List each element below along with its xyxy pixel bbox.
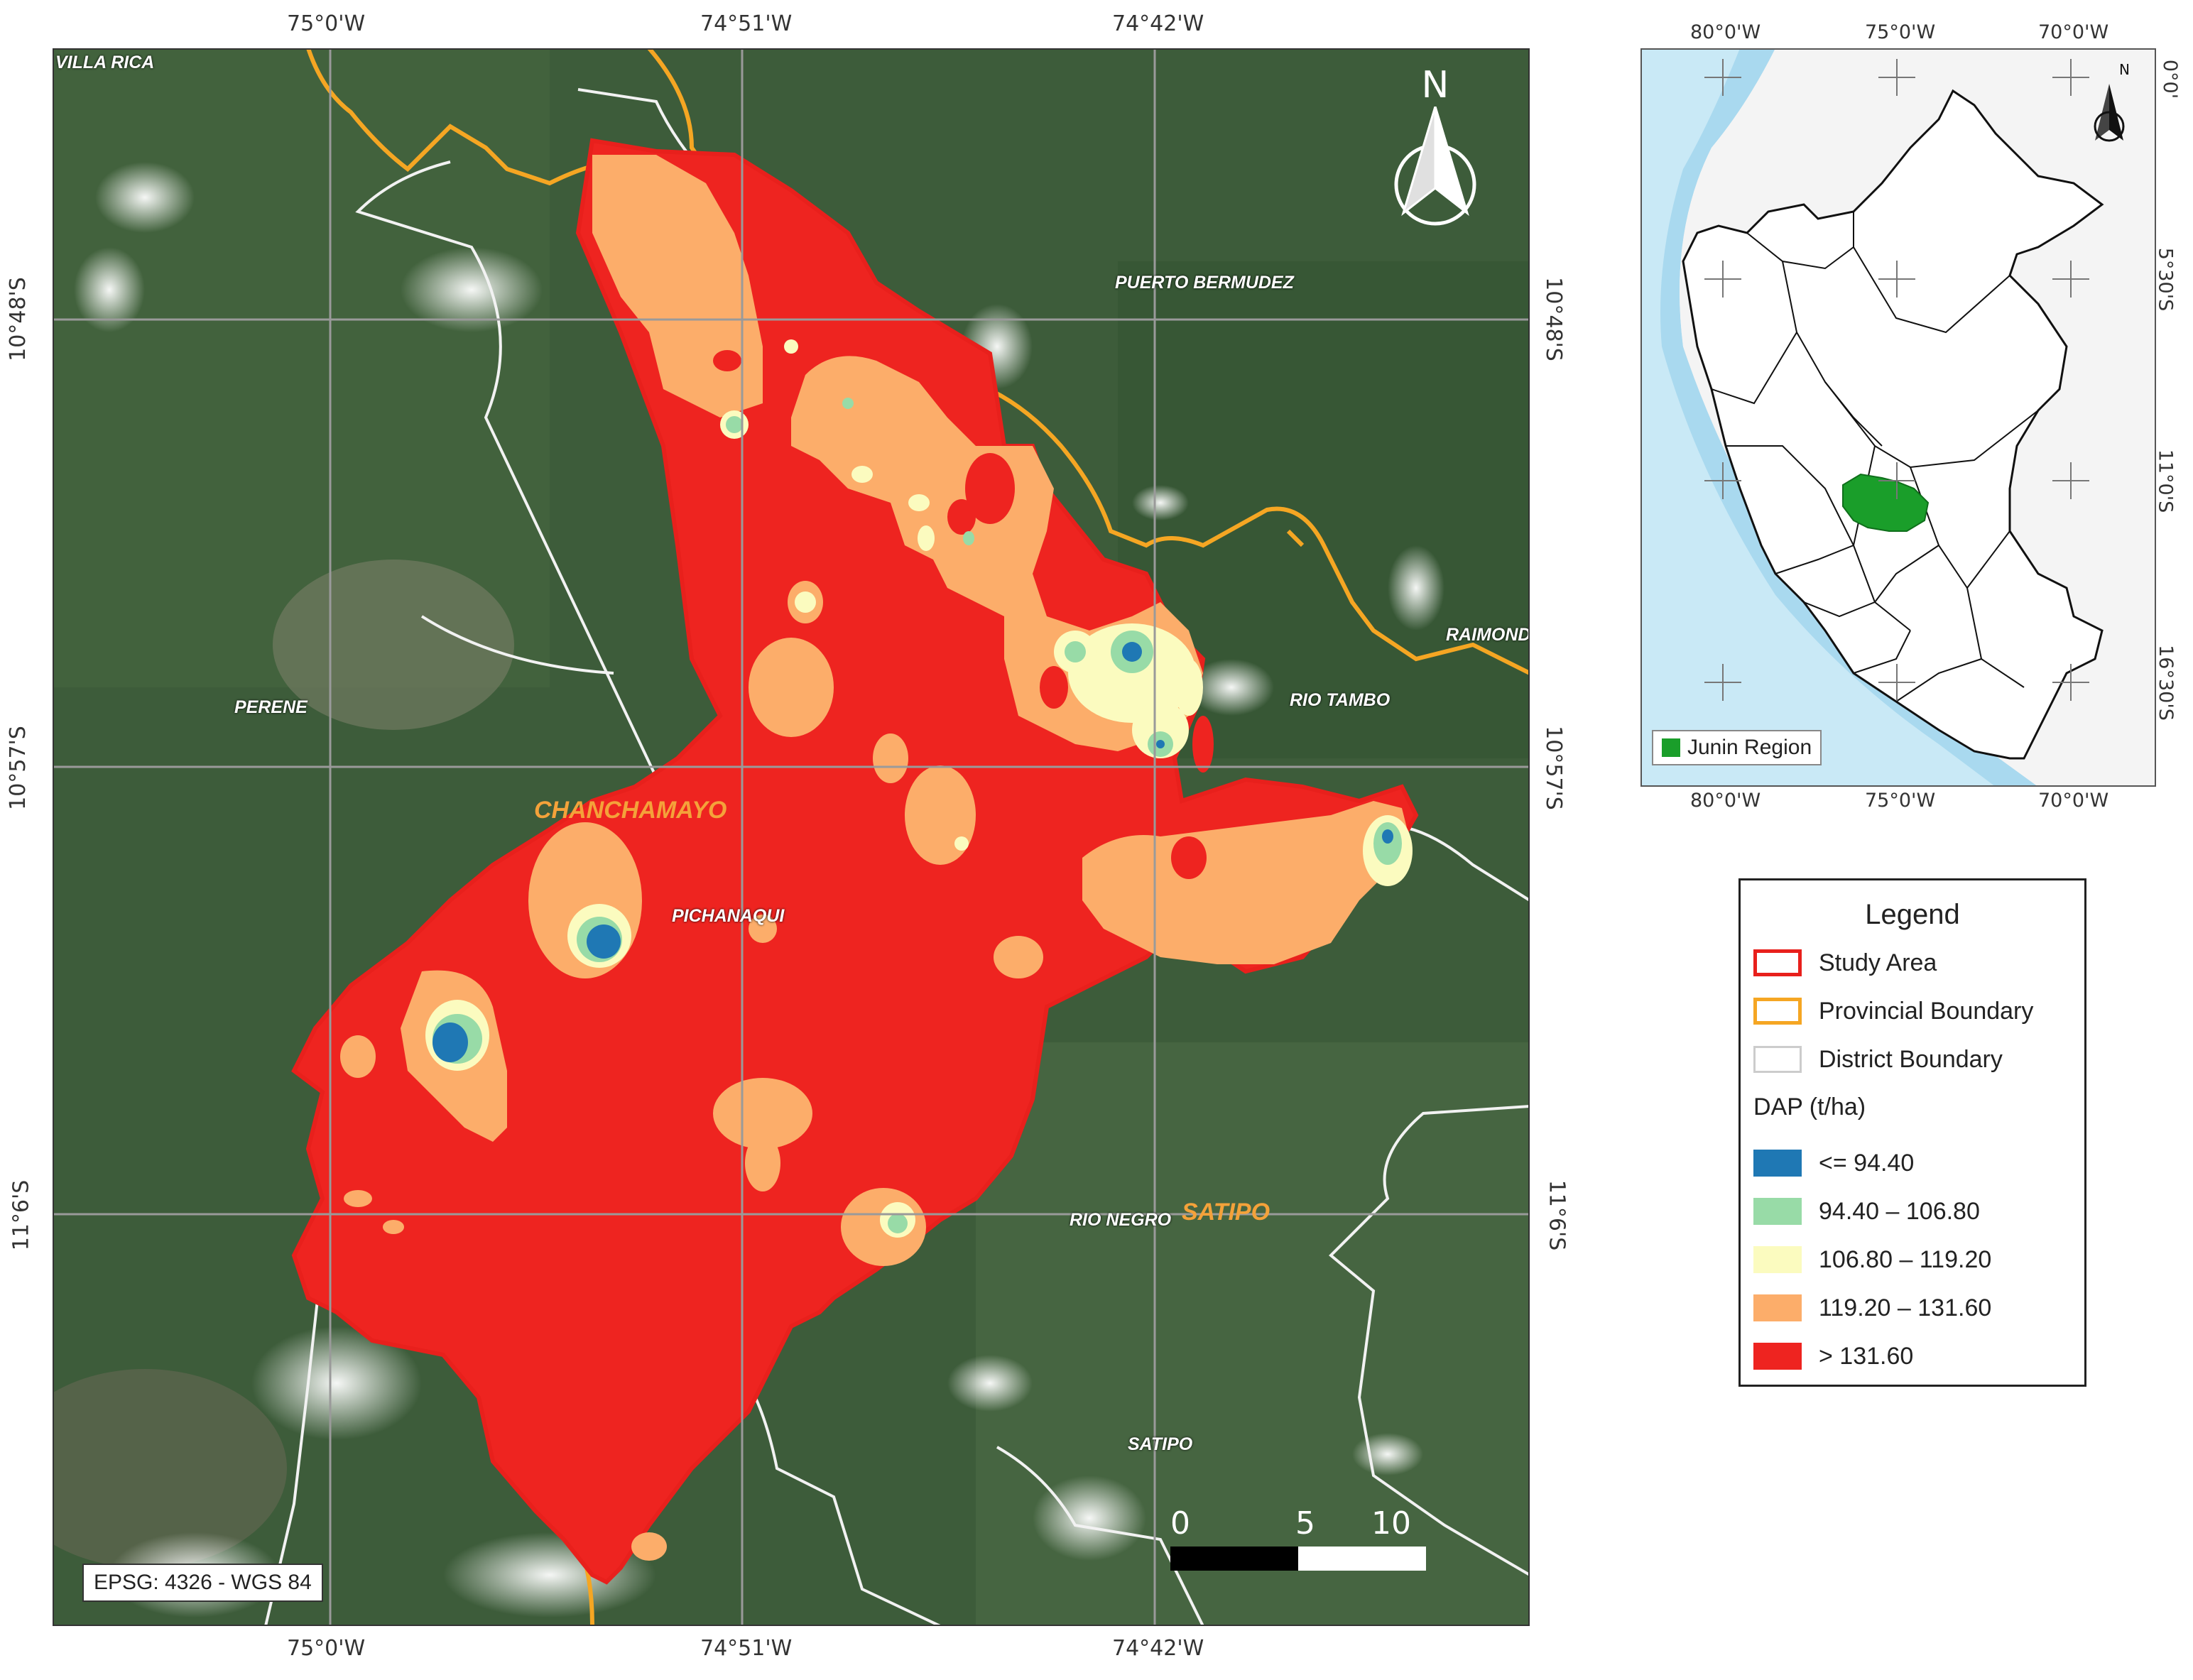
inset-right-coord-3: 11°0'S (2154, 449, 2177, 513)
district-boundary-swatch (1753, 1046, 1802, 1073)
legend-label: > 131.60 (1819, 1342, 1914, 1370)
class-swatch (1753, 1198, 1802, 1225)
right-coord-3: 11°6'S (1544, 1179, 1569, 1251)
cloud (95, 162, 195, 233)
class-swatch (1753, 1294, 1802, 1321)
legend-label: 94.40 – 106.80 (1819, 1197, 1980, 1225)
top-coord-1: 75°0'W (287, 11, 366, 36)
inset-north-letter: N (2119, 61, 2130, 78)
bottom-coord-3: 74°42'W (1112, 1636, 1204, 1661)
legend-class-2: 94.40 – 106.80 (1753, 1194, 1980, 1228)
dap-title: DAP (t/ha) (1753, 1093, 1866, 1120)
inset-north-arrow-icon (2094, 84, 2125, 142)
scale-label-5: 5 (1295, 1505, 1315, 1542)
inset-top-coord-1: 80°0'W (1690, 21, 1761, 43)
place-label-satipo: SATIPO (1128, 1434, 1193, 1454)
inset-top-coord-3: 70°0'W (2038, 21, 2109, 43)
right-coord-1: 10°48'S (1540, 277, 1566, 361)
scale-bar-white (1298, 1547, 1426, 1571)
legend-class-5: > 131.60 (1753, 1339, 1913, 1373)
legend-label: 106.80 – 119.20 (1819, 1245, 1992, 1273)
inset-map-canvas (1642, 50, 2155, 785)
junin-region (1842, 473, 1930, 532)
bottom-coord-1: 75°0'W (287, 1636, 366, 1661)
main-map-canvas (54, 50, 1528, 1625)
north-arrow: N (1389, 64, 1481, 234)
top-coord-2: 74°51'W (700, 11, 793, 36)
main-map[interactable]: VILLA RICA PUERTO BERMUDEZ RAIMONDI PERE… (53, 48, 1530, 1626)
legend-label: <= 94.40 (1819, 1149, 1915, 1177)
inset-bottom-coord-2: 75°0'W (1865, 790, 1936, 812)
inset-legend-box: Junin Region (1652, 730, 1822, 765)
inset-bottom-coord-3: 70°0'W (2038, 790, 2109, 812)
legend-label: District Boundary (1819, 1045, 2003, 1073)
place-label-rio-tambo: RIO TAMBO (1290, 690, 1391, 710)
legend: Legend Study Area Provincial Boundary Di… (1738, 878, 2086, 1387)
provincial-boundary-swatch (1753, 998, 1802, 1025)
inset-graticule (1704, 59, 2089, 701)
inset-right-coord-2: 5°30'S (2154, 247, 2177, 312)
scale-bar: 0 5 10 km (1162, 1505, 1432, 1578)
north-arrow-letter: N (1421, 64, 1449, 107)
inset-bottom-coord-1: 80°0'W (1690, 790, 1761, 812)
dap-class-le-94 (432, 642, 1393, 1062)
left-coord-3: 11°6'S (9, 1179, 34, 1251)
scale-label-0: 0 (1170, 1505, 1190, 1542)
inset-right-coord-1: 0°0' (2159, 59, 2182, 99)
legend-item-district-boundary: District Boundary (1753, 1042, 2003, 1076)
right-coord-2: 10°57'S (1540, 726, 1566, 810)
legend-label: 119.20 – 131.60 (1819, 1294, 1992, 1321)
junin-swatch (1662, 738, 1680, 757)
inset-right-coord-4: 16°30'S (2154, 645, 2177, 721)
legend-class-3: 106.80 – 119.20 (1753, 1243, 1991, 1277)
legend-class-1: <= 94.40 (1753, 1146, 1914, 1180)
left-coord-2: 10°57'S (5, 726, 31, 810)
place-label-pichanaqui: PICHANAQUI (672, 906, 785, 926)
top-coord-3: 74°42'W (1112, 11, 1204, 36)
peru-outline (1682, 89, 2104, 760)
legend-item-provincial-boundary: Provincial Boundary (1753, 994, 2033, 1028)
inset-top-coord-2: 75°0'W (1865, 21, 1936, 43)
north-arrow-icon (1394, 107, 1476, 226)
left-coord-1: 10°48'S (5, 277, 31, 361)
scale-bar-black (1170, 1547, 1298, 1571)
class-swatch (1753, 1246, 1802, 1273)
place-label-villa-rica: VILLA RICA (55, 53, 155, 72)
place-label-puerto-bermudez: PUERTO BERMUDEZ (1115, 273, 1294, 293)
place-label-rio-negro: RIO NEGRO (1070, 1210, 1172, 1230)
legend-class-4: 119.20 – 131.60 (1753, 1291, 1991, 1325)
bottom-coord-2: 74°51'W (700, 1636, 793, 1661)
legend-label: Provincial Boundary (1819, 997, 2034, 1025)
class-swatch (1753, 1150, 1802, 1177)
legend-item-study-area: Study Area (1753, 946, 1937, 980)
province-label-satipo: SATIPO (1182, 1199, 1270, 1226)
inset-map[interactable]: N Junin Region (1640, 48, 2156, 787)
province-label-chanchamayo: CHANCHAMAYO (534, 797, 727, 824)
study-area-swatch (1753, 949, 1802, 976)
crs-label: EPSG: 4326 - WGS 84 (82, 1564, 323, 1602)
place-label-perene: PERENE (234, 697, 308, 717)
place-label-raimondi: RAIMONDI (1446, 625, 1530, 645)
legend-title: Legend (1865, 899, 1960, 930)
legend-label: Study Area (1819, 949, 1937, 976)
graticule (54, 50, 1528, 1625)
junin-legend-label: Junin Region (1687, 736, 1812, 759)
class-swatch (1753, 1343, 1802, 1370)
